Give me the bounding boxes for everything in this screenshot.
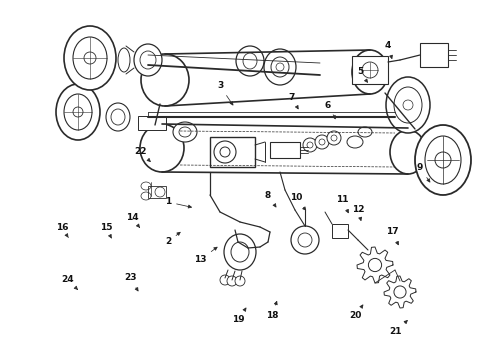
Text: 17: 17 <box>386 228 398 245</box>
Text: 3: 3 <box>217 81 233 105</box>
Bar <box>332 224 348 238</box>
Text: 1: 1 <box>165 198 192 208</box>
Text: 4: 4 <box>385 41 392 59</box>
Ellipse shape <box>118 48 130 72</box>
Text: 22: 22 <box>134 148 150 162</box>
Text: 24: 24 <box>62 275 77 289</box>
Text: 16: 16 <box>56 224 69 238</box>
Text: 5: 5 <box>357 68 368 82</box>
Ellipse shape <box>352 50 388 94</box>
Ellipse shape <box>56 84 100 140</box>
Bar <box>352 56 388 84</box>
Text: 20: 20 <box>349 305 363 320</box>
Text: 12: 12 <box>352 206 364 221</box>
Ellipse shape <box>227 276 237 286</box>
Ellipse shape <box>291 226 319 254</box>
Ellipse shape <box>235 276 245 286</box>
Ellipse shape <box>141 54 189 106</box>
Text: 8: 8 <box>265 190 276 207</box>
Text: 13: 13 <box>194 247 217 265</box>
Bar <box>270 142 300 158</box>
Text: 23: 23 <box>124 274 138 291</box>
Ellipse shape <box>303 138 317 152</box>
Text: 14: 14 <box>126 213 140 228</box>
Ellipse shape <box>264 49 296 85</box>
Ellipse shape <box>106 103 130 131</box>
Ellipse shape <box>224 234 256 270</box>
Text: 10: 10 <box>290 194 306 210</box>
Text: 2: 2 <box>165 232 180 247</box>
Bar <box>210 137 255 167</box>
Text: 15: 15 <box>100 224 112 238</box>
Ellipse shape <box>358 127 372 137</box>
Text: 7: 7 <box>289 94 298 109</box>
Text: 18: 18 <box>266 301 278 320</box>
Ellipse shape <box>347 136 363 148</box>
Ellipse shape <box>415 125 471 195</box>
Ellipse shape <box>386 77 430 133</box>
Ellipse shape <box>327 131 341 145</box>
Ellipse shape <box>390 130 426 174</box>
Text: 6: 6 <box>325 100 335 119</box>
Ellipse shape <box>173 122 197 142</box>
Bar <box>148 186 166 198</box>
Bar <box>420 43 448 67</box>
Bar <box>138 116 166 130</box>
Text: 9: 9 <box>417 163 430 182</box>
Ellipse shape <box>134 44 162 76</box>
Ellipse shape <box>236 46 264 76</box>
Ellipse shape <box>220 275 230 285</box>
Text: 11: 11 <box>336 195 348 213</box>
Ellipse shape <box>140 124 184 172</box>
Text: 21: 21 <box>389 320 407 337</box>
Text: 19: 19 <box>232 308 246 324</box>
Ellipse shape <box>64 26 116 90</box>
Ellipse shape <box>315 135 329 149</box>
